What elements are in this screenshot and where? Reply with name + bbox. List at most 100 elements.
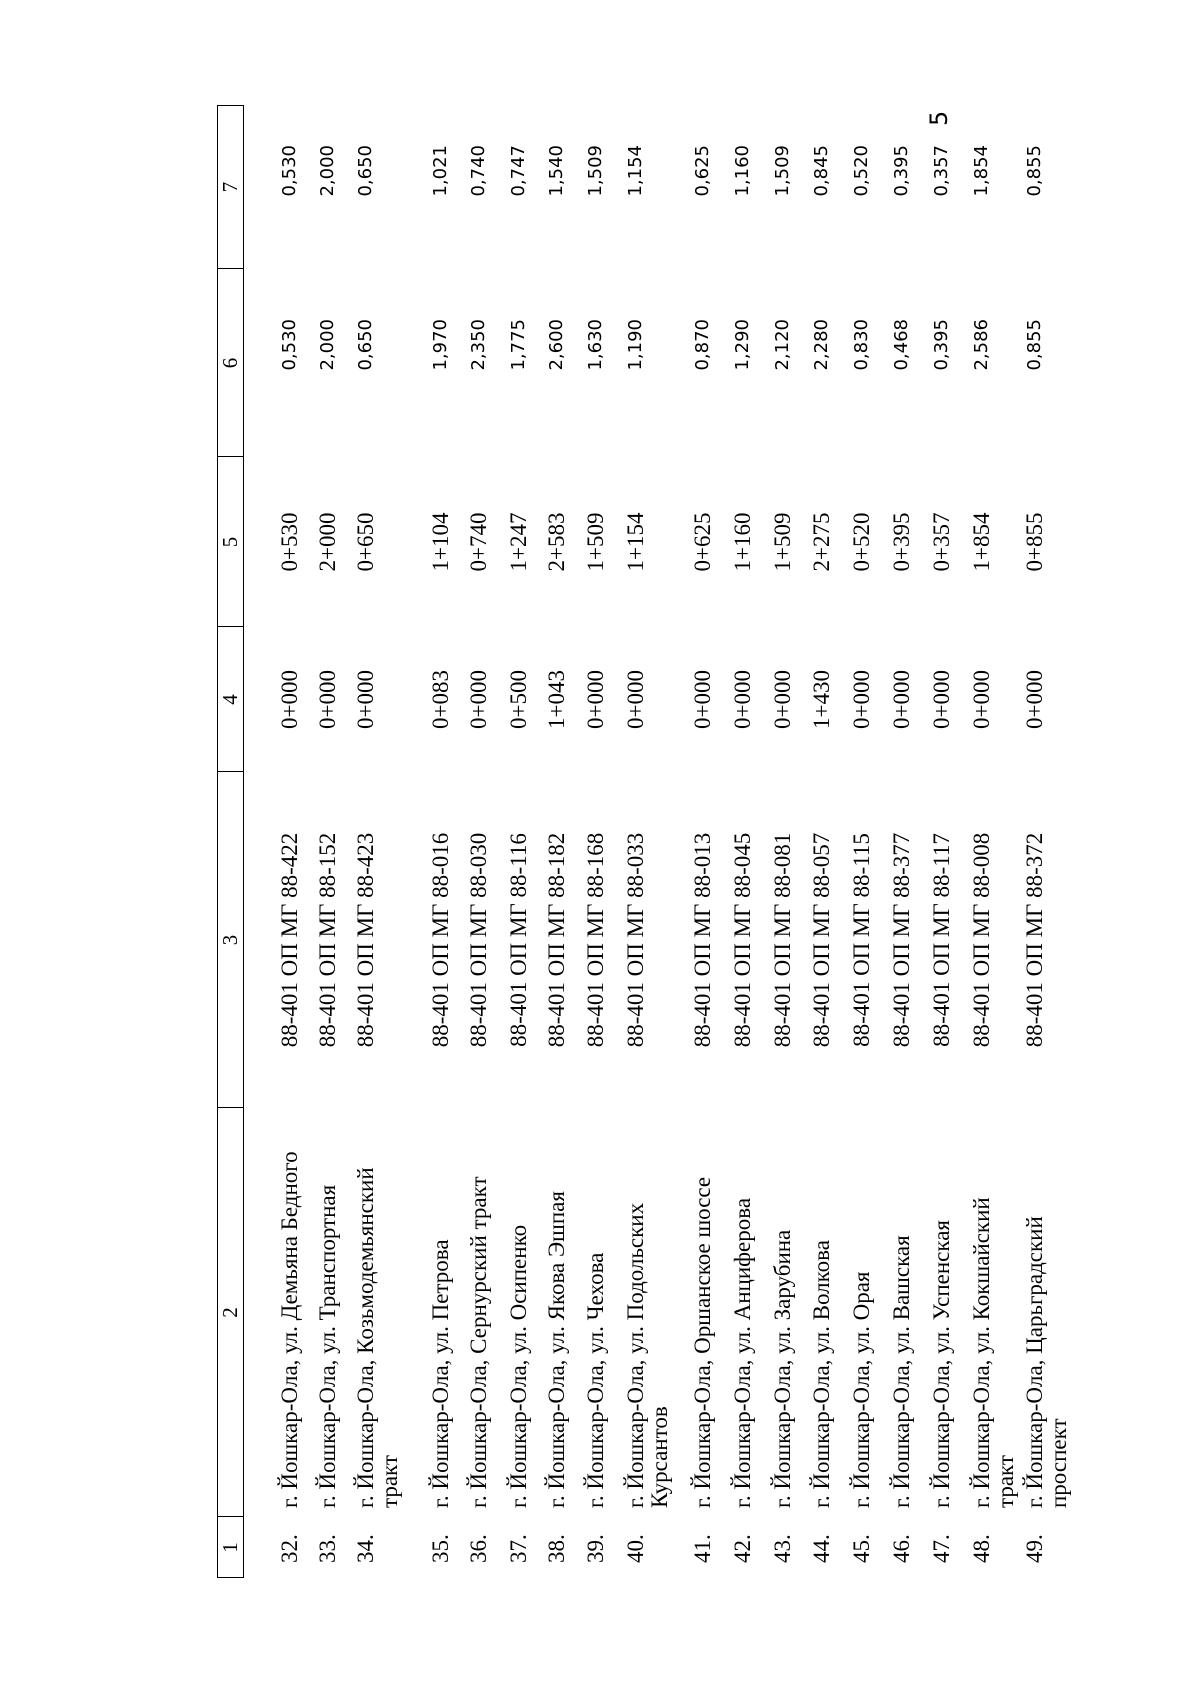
end-km: 0+395 [889,512,914,572]
row-number: 40. [623,1534,648,1563]
row-number: 38. [544,1534,569,1563]
table-row: 36. г. Йошкар-Ола, Сернурский тракт 88-401… [466,105,491,1578]
length-total: 1,630 [585,319,606,371]
end-km: 2+000 [315,512,340,572]
table-row: 42. г. Йошкар-Ола, ул. Анциферова 88-401 О… [730,105,755,1578]
end-km: 0+625 [690,512,715,572]
start-km: 0+000 [849,670,874,729]
road-id: 88-401 ОП МГ 88-152 [315,832,340,1048]
table-row: 38. г. Йошкар-Ола, ул. Якова Эшпая 88-401 … [544,105,569,1578]
road-name: г. Йошкар-Ола, ул. Кокшайский тракт [969,1197,1018,1508]
end-km: 0+520 [849,512,874,572]
length-value: 1,021 [430,145,451,197]
road-id: 88-401 ОП МГ 88-377 [889,832,914,1048]
road-id: 88-401 ОП МГ 88-016 [428,832,453,1048]
header-bottom-border [243,105,244,1578]
length-total: 2,000 [317,319,338,371]
road-name: г. Йошкар-Ола, Сернурский тракт [466,1176,491,1508]
road-id: 88-401 ОП МГ 88-182 [544,832,569,1048]
start-km: 0+000 [583,670,608,729]
length-total: 1,290 [732,319,753,371]
road-id: 88-401 ОП МГ 88-423 [353,832,378,1048]
length-total: 2,586 [971,319,992,371]
row-number: 37. [506,1534,531,1563]
road-name: г. Йошкар-Ола, ул. Осипенко [506,1224,531,1508]
length-total: 2,600 [546,319,567,371]
length-value: 0,747 [508,145,529,197]
table-row: 39. г. Йошкар-Ола, ул. Чехова 88-401 ОП МГ… [583,105,608,1578]
rotated-table-page: 5 1 2 3 4 5 6 7 32. г. Йошкар-Ола, ул. Де… [0,105,1200,1578]
road-id: 88-401 ОП МГ 88-081 [770,832,795,1048]
column-header-6: 6 [218,357,242,369]
end-km: 1+247 [506,512,531,572]
end-km: 2+275 [809,512,834,572]
column-header-2: 2 [218,1307,242,1318]
row-number: 47. [929,1534,954,1563]
end-km: 1+509 [770,512,795,572]
end-km: 1+154 [623,512,648,572]
start-km: 0+000 [1022,670,1047,729]
length-total: 0,468 [891,319,912,371]
road-name: г. Йошкар-Ола, ул. Орая [849,1271,874,1508]
length-value: 0,395 [891,145,912,197]
start-km: 0+000 [315,670,340,729]
start-km: 0+500 [506,670,531,729]
row-number: 49. [1022,1534,1047,1563]
length-total: 1,190 [625,319,646,371]
column-header-5: 5 [218,536,242,548]
road-id: 88-401 ОП МГ 88-168 [583,832,608,1048]
start-km: 0+000 [889,670,914,729]
table-row: 33. г. Йошкар-Ола, ул. Транспортная 88-401… [315,105,340,1578]
length-value: 1,854 [971,145,992,197]
length-value: 1,160 [732,145,753,197]
road-name: г. Йошкар-Ола, Козьмодемьянский тракт [353,1167,402,1508]
length-value: 0,845 [811,145,832,197]
start-km: 0+000 [929,670,954,729]
start-km: 0+000 [353,670,378,729]
length-value: 1,509 [585,145,606,197]
road-name: г. Йошкар-Ола, ул. Подольских Курсантов [623,1202,672,1508]
start-km: 0+000 [690,670,715,729]
road-id: 88-401 ОП МГ 88-030 [466,832,491,1048]
road-id: 88-401 ОП МГ 88-115 [849,833,874,1047]
length-value: 0,740 [468,145,489,197]
row-number: 39. [583,1534,608,1563]
table-row: 48. г. Йошкар-Ола, ул. Кокшайский тракт 88… [969,105,1018,1578]
length-total: 0,395 [931,319,952,371]
row-number: 33. [315,1534,340,1563]
road-name: г. Йошкар-Ола, ул. Транспортная [315,1184,340,1508]
column-header-4: 4 [218,694,242,705]
length-total: 0,530 [279,319,300,371]
length-total: 2,120 [772,319,793,371]
column-header-3: 3 [218,934,242,946]
road-id: 88-401 ОП МГ 88-116 [506,833,531,1047]
end-km: 1+509 [583,512,608,572]
start-km: 0+083 [428,670,453,729]
end-km: 1+104 [428,512,453,572]
start-km: 1+430 [809,670,834,729]
length-value: 0,357 [931,145,952,197]
table-row: 46. г. Йошкар-Ола, ул. Вашская 88-401 ОП М… [889,105,914,1578]
road-name: г. Йошкар-Ола, ул. Волкова [809,1240,834,1508]
road-id: 88-401 ОП МГ 88-422 [277,832,302,1048]
length-value: 2,000 [317,145,338,197]
table-row: 34. г. Йошкар-Ола, Козьмодемьянский тракт… [353,105,402,1578]
end-km: 0+530 [277,512,302,572]
length-value: 1,540 [546,145,567,197]
length-total: 2,350 [468,319,489,371]
end-km: 2+583 [544,512,569,572]
table-row: 49. г. Йошкар-Ола, Царьградский проспект 8… [1022,105,1071,1578]
end-km: 1+160 [730,512,755,572]
start-km: 0+000 [730,670,755,729]
road-id: 88-401 ОП МГ 88-057 [809,832,834,1048]
start-km: 0+000 [969,670,994,729]
row-number: 48. [969,1534,994,1563]
road-name: г. Йошкар-Ола, Царьградский проспект [1022,1216,1071,1508]
row-number: 35. [428,1534,453,1563]
end-km: 0+357 [929,512,954,572]
road-id: 88-401 ОП МГ 88-117 [929,833,954,1047]
road-name: г. Йошкар-Ола, Оршанское шоссе [690,1176,715,1508]
road-id: 88-401 ОП МГ 88-013 [690,832,715,1048]
road-name: г. Йошкар-Ола, ул. Вашская [889,1235,914,1508]
length-total: 1,970 [430,319,451,371]
